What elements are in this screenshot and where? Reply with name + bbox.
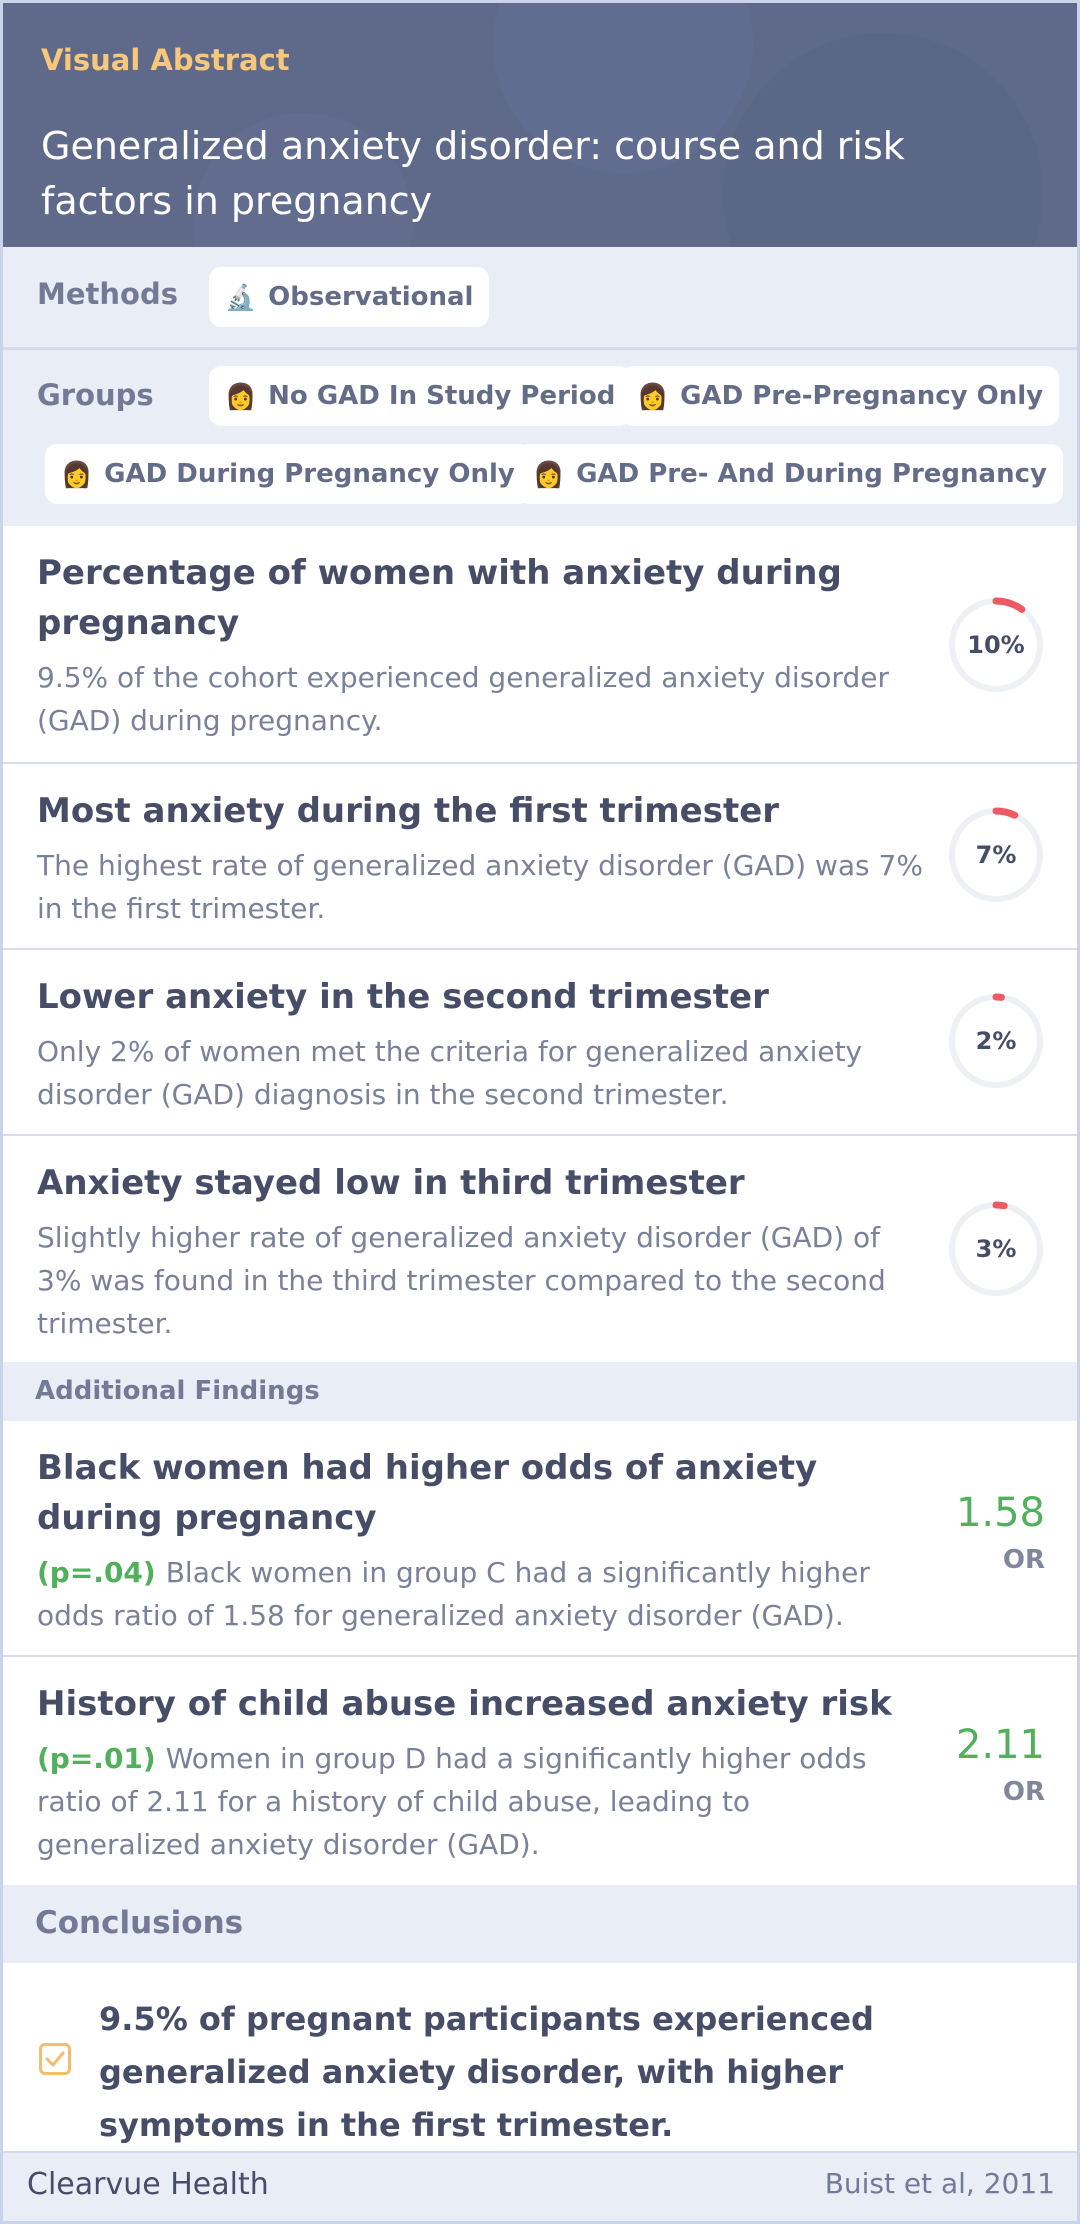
ring-graphic — [948, 993, 1044, 1089]
ring-label: 10% — [967, 631, 1025, 659]
divider — [3, 762, 1077, 764]
group-chip-label: GAD During Pregnancy Only — [104, 459, 515, 489]
methods-band: Methods 🔬 Observational — [3, 247, 1077, 347]
ring-graphic — [948, 597, 1044, 693]
groups-band: Groups 👩 No GAD In Study Period 👩 GAD Pr… — [3, 350, 1077, 526]
ring-progress-arc — [948, 1201, 1044, 1297]
header: Visual Abstract Generalized anxiety diso… — [3, 3, 1077, 247]
finding-card: Anxiety stayed low in third trimester Sl… — [3, 1136, 1077, 1362]
percentage-ring: 3% — [947, 1200, 1045, 1298]
p-value: (p=.04) — [37, 1556, 156, 1589]
footer: Clearvue Health Buist et al, 2011 — [3, 2151, 1077, 2221]
page-title: Generalized anxiety disorder: course and… — [41, 124, 905, 223]
group-chip-label: GAD Pre-Pregnancy Only — [680, 381, 1044, 411]
odds-finding-card: Black women had higher odds of anxiety d… — [3, 1421, 1077, 1655]
finding-description: Slightly higher rate of generalized anxi… — [37, 1221, 886, 1340]
divider — [3, 1655, 1077, 1657]
percentage-ring: 2% — [947, 992, 1045, 1090]
finding-card: Lower anxiety in the second trimester On… — [3, 950, 1077, 1134]
ring-label: 7% — [975, 841, 1017, 869]
ring-graphic — [948, 1201, 1044, 1297]
divider — [3, 347, 1077, 350]
citation: Buist et al, 2011 — [824, 2167, 1055, 2200]
odds-ratio-value: 2.11 — [955, 1722, 1045, 1768]
woman-icon: 👩 — [637, 381, 669, 411]
group-chip-label: No GAD In Study Period — [268, 381, 616, 411]
conclusion-item: 9.5% of pregnant participants experience… — [3, 1963, 1077, 2153]
divider — [3, 948, 1077, 950]
finding-title: Percentage of women with anxiety during … — [37, 553, 842, 643]
ring-graphic — [948, 807, 1044, 903]
check-icon — [45, 2051, 65, 2067]
odds-ratio: 2.11 OR — [956, 1721, 1045, 1807]
methods-chip-label: Observational — [268, 282, 474, 312]
brand-name: Clearvue Health — [27, 2167, 269, 2202]
group-chip[interactable]: 👩 No GAD In Study Period — [209, 366, 632, 426]
finding-description: (p=.04) Black women in group C had a sign… — [37, 1551, 917, 1637]
group-chip[interactable]: 👩 GAD Pre- And During Pregnancy — [517, 444, 1063, 504]
finding-description: Only 2% of women met the criteria for ge… — [37, 1035, 863, 1111]
finding-description-text: Black women in group C had a significant… — [37, 1556, 870, 1632]
methods-chip[interactable]: 🔬 Observational — [209, 267, 490, 327]
percentage-ring: 10% — [947, 596, 1045, 694]
woman-icon: 👩 — [225, 381, 257, 411]
group-chip[interactable]: 👩 GAD During Pregnancy Only — [45, 444, 531, 504]
finding-title: Most anxiety during the first trimester — [37, 791, 780, 831]
eyebrow-label: Visual Abstract — [41, 43, 290, 77]
section-label: Additional Findings — [35, 1376, 320, 1406]
finding-description: 9.5% of the cohort experienced generaliz… — [37, 661, 889, 737]
odds-ratio: 1.58 OR — [956, 1489, 1045, 1575]
groups-label: Groups — [37, 378, 154, 412]
odds-ratio-unit: OR — [1002, 1545, 1045, 1575]
odds-finding-card: History of child abuse increased anxiety… — [3, 1657, 1077, 1885]
section-label: Conclusions — [35, 1905, 244, 1941]
odds-ratio-unit: OR — [1002, 1777, 1045, 1807]
conclusions-header: Conclusions — [3, 1885, 1077, 1963]
finding-description-text: Women in group D had a significantly hig… — [37, 1742, 867, 1861]
finding-title: Lower anxiety in the second trimester — [37, 977, 769, 1017]
finding-title: Black women had higher odds of anxiety d… — [37, 1448, 818, 1538]
p-value: (p=.01) — [37, 1742, 156, 1775]
odds-ratio-value: 1.58 — [955, 1490, 1045, 1536]
microscope-icon: 🔬 — [225, 282, 257, 312]
percentage-ring: 7% — [947, 806, 1045, 904]
woman-icon: 👩 — [533, 459, 565, 489]
finding-title: History of child abuse increased anxiety… — [37, 1684, 892, 1724]
ring-progress-arc — [948, 807, 1044, 903]
ring-progress-arc — [948, 993, 1044, 1089]
group-chip[interactable]: 👩 GAD Pre-Pregnancy Only — [621, 366, 1060, 426]
conclusion-text: 9.5% of pregnant participants experience… — [99, 2000, 874, 2144]
header-background-texture — [193, 3, 1043, 247]
ring-label: 2% — [975, 1027, 1017, 1055]
group-chip-label: GAD Pre- And During Pregnancy — [576, 459, 1047, 489]
ring-progress-arc — [948, 597, 1044, 693]
finding-description: (p=.01) Women in group D had a significan… — [37, 1737, 917, 1866]
finding-description: The highest rate of generalized anxiety … — [37, 849, 923, 925]
woman-icon: 👩 — [61, 459, 93, 489]
additional-findings-header: Additional Findings — [3, 1362, 1077, 1421]
finding-card: Percentage of women with anxiety during … — [3, 526, 1077, 762]
ring-label: 3% — [975, 1235, 1017, 1263]
divider — [3, 1134, 1077, 1136]
finding-title: Anxiety stayed low in third trimester — [37, 1163, 745, 1203]
methods-label: Methods — [37, 277, 178, 311]
checkbox-icon — [39, 2043, 71, 2075]
finding-card: Most anxiety during the first trimester … — [3, 764, 1077, 948]
